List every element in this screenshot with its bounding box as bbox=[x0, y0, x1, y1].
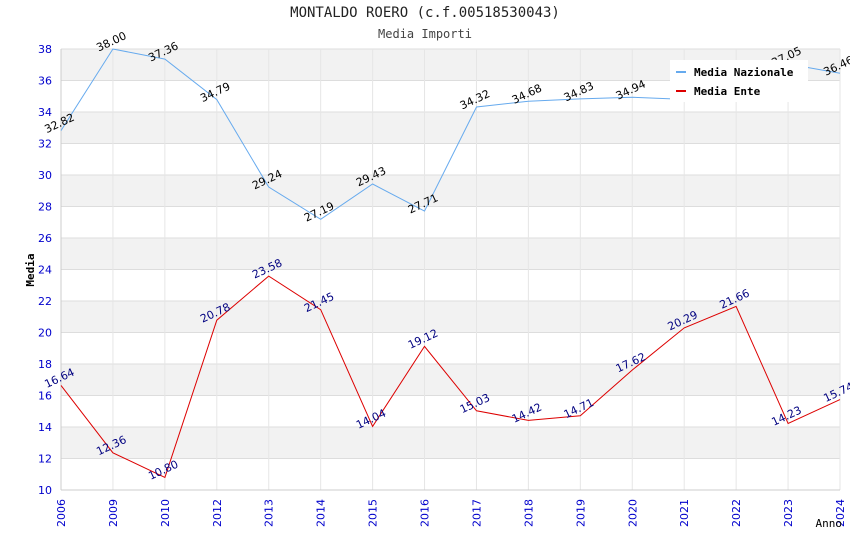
series-line bbox=[60, 275, 841, 479]
grid-band bbox=[61, 458, 840, 490]
grid-band bbox=[61, 238, 840, 270]
x-tick-label: 2021 bbox=[678, 499, 691, 527]
y-tick-label: 10 bbox=[38, 484, 52, 497]
y-tick-label: 36 bbox=[38, 75, 52, 88]
x-tick-label: 2012 bbox=[211, 499, 224, 527]
x-tick-label: 2009 bbox=[107, 499, 120, 527]
y-tick-label: 34 bbox=[38, 106, 52, 119]
legend-label: Media Ente bbox=[694, 85, 761, 98]
legend-label: Media Nazionale bbox=[694, 66, 794, 79]
y-tick-label: 32 bbox=[38, 138, 52, 151]
x-tick-label: 2010 bbox=[159, 499, 172, 527]
grid-band bbox=[61, 206, 840, 238]
y-tick-label: 20 bbox=[38, 327, 52, 340]
x-tick-label: 2014 bbox=[315, 499, 328, 527]
x-tick-label: 2024 bbox=[834, 499, 847, 527]
y-tick-label: 14 bbox=[38, 421, 52, 434]
y-tick-label: 28 bbox=[38, 201, 52, 214]
grid-band bbox=[61, 427, 840, 459]
x-tick-label: 2020 bbox=[626, 499, 639, 527]
y-tick-label: 38 bbox=[38, 43, 52, 56]
x-tick-label: 2015 bbox=[367, 499, 380, 527]
grid-band bbox=[61, 269, 840, 301]
chart-title: MONTALDO ROERO (c.f.00518530043) bbox=[290, 5, 560, 21]
y-tick-label: 12 bbox=[38, 453, 52, 466]
chart-subtitle: Media Importi bbox=[378, 27, 472, 41]
y-axis-title: Media bbox=[24, 253, 37, 286]
grid-band bbox=[61, 175, 840, 207]
y-tick-label: 24 bbox=[38, 264, 52, 277]
x-tick-label: 2006 bbox=[55, 499, 68, 527]
x-axis-title: Anno bbox=[816, 517, 843, 530]
x-tick-label: 2019 bbox=[574, 499, 587, 527]
y-axis: 10 12 14 16 18 20 22 24 26 28 30 32 34 36 38 bbox=[38, 43, 52, 497]
grid-band bbox=[61, 112, 840, 144]
x-tick-label: 2013 bbox=[263, 499, 276, 527]
x-tick-label: 2018 bbox=[522, 499, 535, 527]
legend: Media Nazionale Media Ente bbox=[670, 60, 808, 102]
legend-box bbox=[670, 60, 808, 102]
y-tick-label: 22 bbox=[38, 295, 52, 308]
x-tick-label: 2017 bbox=[470, 499, 483, 527]
x-tick-label: 2023 bbox=[782, 499, 795, 527]
y-tick-label: 26 bbox=[38, 232, 52, 245]
grid-bands bbox=[60, 48, 841, 491]
grid-band bbox=[61, 364, 840, 396]
grid-band bbox=[61, 395, 840, 427]
x-tick-label: 2016 bbox=[419, 499, 432, 527]
x-tick-label: 2022 bbox=[730, 499, 743, 527]
x-axis: 2006 2009 2010 2012 2013 2014 2015 2016 2017 2018… bbox=[55, 499, 847, 527]
grid-band bbox=[61, 332, 840, 364]
y-tick-label: 18 bbox=[38, 358, 52, 371]
y-tick-label: 30 bbox=[38, 169, 52, 182]
y-tick-label: 16 bbox=[38, 390, 52, 403]
